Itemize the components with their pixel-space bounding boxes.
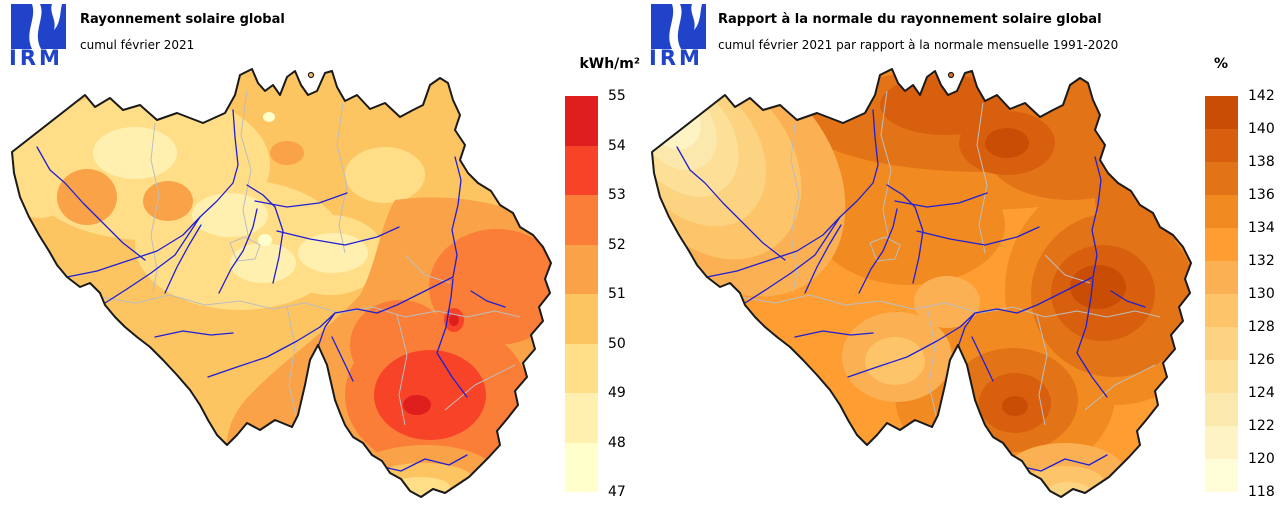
legend-color-segment bbox=[1205, 261, 1238, 294]
legend-tick-label: 134 bbox=[1248, 220, 1275, 236]
legend-unit-label: % bbox=[1213, 56, 1228, 72]
legend-tick-label: 120 bbox=[1248, 451, 1275, 467]
irm-logo-notch bbox=[691, 4, 702, 30]
irm-logo-swoosh bbox=[669, 4, 682, 49]
page-title: Rayonnement solaire global bbox=[80, 12, 285, 27]
contour-region bbox=[345, 147, 425, 203]
legend-color-segment bbox=[1205, 360, 1238, 393]
legend-tick-label: 132 bbox=[1248, 253, 1275, 269]
contour-region bbox=[143, 181, 193, 221]
page-subtitle: cumul février 2021 bbox=[80, 38, 195, 52]
legend-tick-label: 126 bbox=[1248, 352, 1275, 368]
enclave-dot bbox=[307, 71, 315, 79]
legend-color-segment bbox=[1205, 162, 1238, 195]
map-rayonnement-solaire bbox=[11, 68, 552, 498]
irm-logo: IRM bbox=[9, 4, 66, 66]
legend-tick-label: 118 bbox=[1248, 484, 1275, 500]
legend-tick-label: 49 bbox=[608, 385, 626, 401]
legend-color-segment bbox=[565, 145, 598, 195]
panel-left-header: Rayonnement solaire global cumul février… bbox=[80, 12, 285, 52]
page-title: Rapport à la normale du rayonnement sola… bbox=[718, 12, 1102, 27]
contour-region bbox=[449, 314, 459, 326]
contour-region bbox=[263, 112, 275, 122]
contour-region bbox=[1002, 396, 1028, 416]
map-rapport-normale bbox=[651, 68, 1192, 498]
contour-region bbox=[258, 234, 272, 246]
legend-tick-label: 140 bbox=[1248, 121, 1275, 137]
legend-tick-label: 122 bbox=[1248, 418, 1275, 434]
legend-color-segment bbox=[1205, 327, 1238, 360]
contour-region bbox=[914, 276, 980, 328]
legend-color-segment bbox=[565, 244, 598, 294]
contour-region bbox=[230, 243, 296, 283]
legend-color-segment bbox=[565, 195, 598, 245]
legend-tick-label: 124 bbox=[1248, 385, 1275, 401]
legend-color-segment bbox=[1205, 195, 1238, 228]
irm-logo-notch bbox=[51, 4, 62, 30]
legend-tick-label: 53 bbox=[608, 187, 626, 203]
legend-color-segment bbox=[565, 442, 598, 492]
contour-region bbox=[270, 141, 304, 165]
irm-logo: IRM bbox=[649, 4, 706, 66]
irm-logo-swoosh bbox=[29, 4, 42, 49]
legend-tick-label: 48 bbox=[608, 434, 626, 451]
irm-logo-text: IRM bbox=[9, 46, 63, 66]
legend-tick-label: 130 bbox=[1248, 286, 1275, 302]
legend-unit-label: kWh/m² bbox=[579, 56, 640, 72]
legend-tick-label: 51 bbox=[608, 286, 626, 302]
legend-color-segment bbox=[1205, 294, 1238, 327]
legend-color-segment bbox=[1205, 96, 1238, 129]
legend-colorbar bbox=[565, 96, 598, 492]
contour-region bbox=[57, 169, 117, 225]
contour-region bbox=[985, 128, 1029, 158]
legend-tick-label: 52 bbox=[608, 236, 626, 253]
legend-color-segment bbox=[1205, 393, 1238, 426]
legend-colorbar bbox=[1205, 96, 1238, 492]
contour-region bbox=[192, 193, 268, 237]
legend-tick-label: 54 bbox=[608, 137, 626, 154]
contour-region bbox=[1070, 265, 1126, 309]
legend-color-segment bbox=[1205, 228, 1238, 261]
enclave-dot bbox=[947, 71, 955, 79]
legend-color-segment bbox=[1205, 129, 1238, 162]
legend-tick-label: 47 bbox=[608, 484, 626, 500]
legend-color-segment bbox=[565, 343, 598, 393]
panel-right-header: Rapport à la normale du rayonnement sola… bbox=[718, 12, 1118, 52]
legend-color-segment bbox=[1205, 459, 1238, 492]
legend-color-segment bbox=[565, 294, 598, 344]
legend-rayonnement: kWh/m² 55 54 53 52 51 50 49 48 47 bbox=[565, 0, 695, 507]
contour-region bbox=[403, 395, 431, 415]
legend-color-segment bbox=[565, 96, 598, 146]
irm-logo-text: IRM bbox=[649, 46, 703, 66]
legend-tick-label: 138 bbox=[1248, 154, 1275, 170]
contour-fills-left bbox=[12, 90, 551, 497]
page-subtitle: cumul février 2021 par rapport à la norm… bbox=[718, 38, 1119, 52]
legend-tick-label: 142 bbox=[1248, 88, 1275, 104]
contour-region bbox=[93, 127, 177, 179]
legend-color-segment bbox=[565, 393, 598, 443]
legend-tick-label: 136 bbox=[1248, 187, 1275, 203]
legend-rapport: % 142 140 138 136 134 132 130 128 126 124 122 120 11… bbox=[1205, 0, 1280, 507]
contour-region bbox=[390, 477, 450, 497]
contour-region bbox=[374, 350, 486, 440]
legend-tick-label: 55 bbox=[608, 88, 626, 104]
legend-tick-label: 128 bbox=[1248, 319, 1275, 335]
legend-color-segment bbox=[1205, 426, 1238, 459]
legend-tick-label: 50 bbox=[608, 335, 626, 352]
